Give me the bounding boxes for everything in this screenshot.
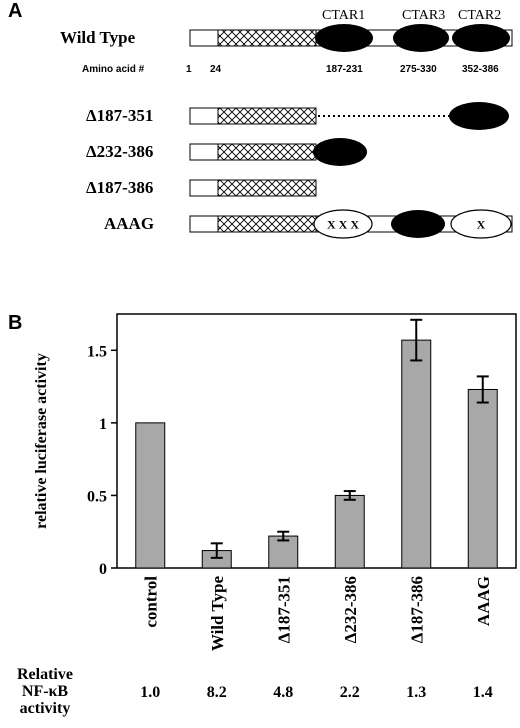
nfkb-activity-value: 4.8 (273, 684, 294, 701)
nfkb-label-line-2: NF-κB (21, 683, 69, 700)
x-category-label: AAAG (474, 576, 493, 626)
aa-position-ctar1: 187-231 (326, 64, 363, 75)
nfkb-activity-values: 1.0 8.2 4.8 2.2 1.3 1.4 (0, 684, 520, 706)
nfkb-label-line-3: activity (19, 700, 71, 717)
nfkb-activity-value: 1.0 (140, 684, 161, 701)
bar (135, 422, 166, 569)
mutated-ctar1-domain (313, 209, 373, 239)
chart-error-bars (210, 318, 489, 559)
y-tick-label: 1 (99, 416, 107, 433)
ctar2-label: CTAR2 (458, 8, 502, 23)
ctar3-domain (393, 24, 449, 52)
ctar2-domain (452, 24, 510, 52)
n-terminal-box (189, 215, 219, 233)
y-axis-label: relative luciferase activity (33, 353, 50, 529)
x-category-label: Δ187-351 (274, 576, 293, 643)
y-tick-label: 0 (99, 561, 107, 578)
construct-label-d187-351: Δ187-351 (86, 106, 154, 125)
y-tick-label: 0.5 (87, 488, 107, 505)
amino-acid-label: Amino acid # (82, 64, 145, 75)
transmembrane-domain (217, 143, 317, 161)
x-category-label: Δ187-386 (407, 576, 426, 643)
aa-position-1: 1 (186, 64, 192, 75)
x-category-label: Δ232-386 (341, 576, 360, 643)
chart-axes (116, 313, 517, 569)
ctar3-domain (391, 210, 445, 238)
construct-aaag: X X X X (189, 209, 513, 239)
bar (467, 388, 498, 569)
ctar1-domain (315, 24, 373, 52)
n-terminal-box (189, 179, 219, 197)
bar (334, 494, 365, 569)
x-category-label: control (141, 576, 160, 628)
construct-d187-386 (189, 179, 317, 197)
construct-label-wild-type: Wild Type (60, 28, 136, 47)
transmembrane-domain (217, 29, 317, 47)
mutation-mark-ctar1: X X X (327, 218, 359, 232)
x-category-label: Wild Type (208, 576, 227, 652)
construct-wild-type (189, 24, 513, 52)
transmembrane-domain (217, 179, 317, 197)
transmembrane-domain (217, 215, 317, 233)
construct-d187-351 (189, 102, 509, 130)
transmembrane-domain (217, 107, 317, 125)
bar-chart: 0 0.5 1 1.5 control Wild Type Δ187-351 Δ232-38… (33, 313, 517, 652)
aa-position-ctar2: 352-386 (462, 64, 499, 75)
panel-b-label: B (8, 312, 23, 334)
n-terminal-box (189, 107, 219, 125)
mutated-ctar2-domain (450, 209, 512, 239)
aa-position-24: 24 (210, 64, 222, 75)
mutation-mark-ctar2: X (477, 218, 486, 232)
plot-frame (116, 313, 517, 569)
construct-diagram: X X X X (189, 24, 513, 239)
construct-label-d187-386: Δ187-386 (86, 178, 154, 197)
nfkb-activity-value: 8.2 (206, 684, 227, 701)
bar (401, 339, 432, 569)
construct-d232-386 (189, 138, 367, 166)
chart-y-ticks: 0 0.5 1 1.5 (87, 343, 117, 578)
ctar1-label: CTAR1 (322, 8, 366, 23)
ctar1-domain (313, 138, 367, 166)
nfkb-label-line-1: Relative (17, 666, 73, 683)
nfkb-activity-value: 1.3 (406, 684, 427, 701)
nfkb-activity-value: 2.2 (339, 684, 360, 701)
chart-bars (135, 339, 498, 569)
aa-position-ctar3: 275-330 (400, 64, 437, 75)
panel-a-label: A (8, 0, 23, 22)
n-terminal-box (189, 29, 219, 47)
n-terminal-box (189, 143, 219, 161)
construct-label-aaag: AAAG (104, 214, 155, 233)
y-tick-label: 1.5 (87, 343, 107, 360)
nfkb-activity-label: Relative NF-κB activity (8, 666, 82, 717)
ctar3-label: CTAR3 (402, 8, 446, 23)
chart-x-labels: control Wild Type Δ187-351 Δ232-386 Δ187-386… (141, 576, 493, 652)
nfkb-activity-value: 1.4 (472, 684, 493, 701)
construct-label-d232-386: Δ232-386 (86, 142, 154, 161)
ctar2-domain (449, 102, 509, 130)
